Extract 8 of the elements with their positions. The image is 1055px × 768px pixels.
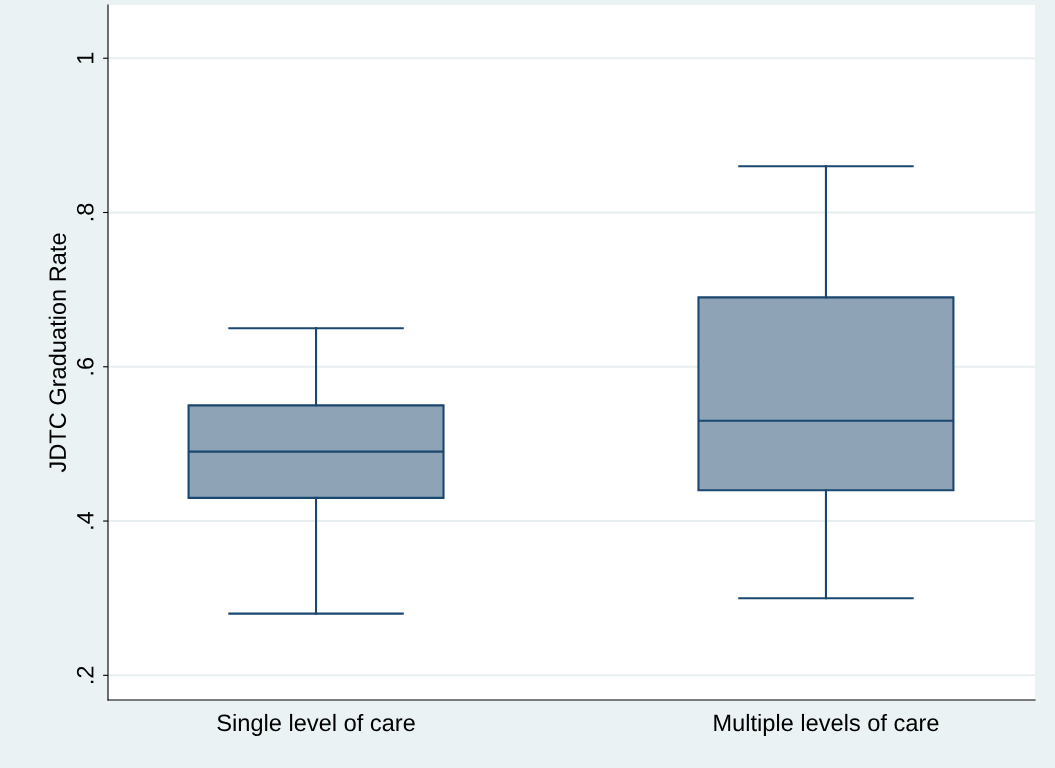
x-tick-label: Multiple levels of care bbox=[714, 713, 939, 736]
x-tick-label: Single level of care bbox=[217, 713, 415, 736]
y-tick-label: .2 bbox=[76, 666, 94, 684]
y-tick-label: .8 bbox=[76, 203, 94, 221]
y-axis-title: JDTC Graduation Rate bbox=[48, 233, 67, 473]
y-tick-label: .6 bbox=[76, 357, 94, 375]
y-tick-label: 1 bbox=[77, 52, 94, 63]
y-tick-label: .4 bbox=[77, 511, 94, 529]
